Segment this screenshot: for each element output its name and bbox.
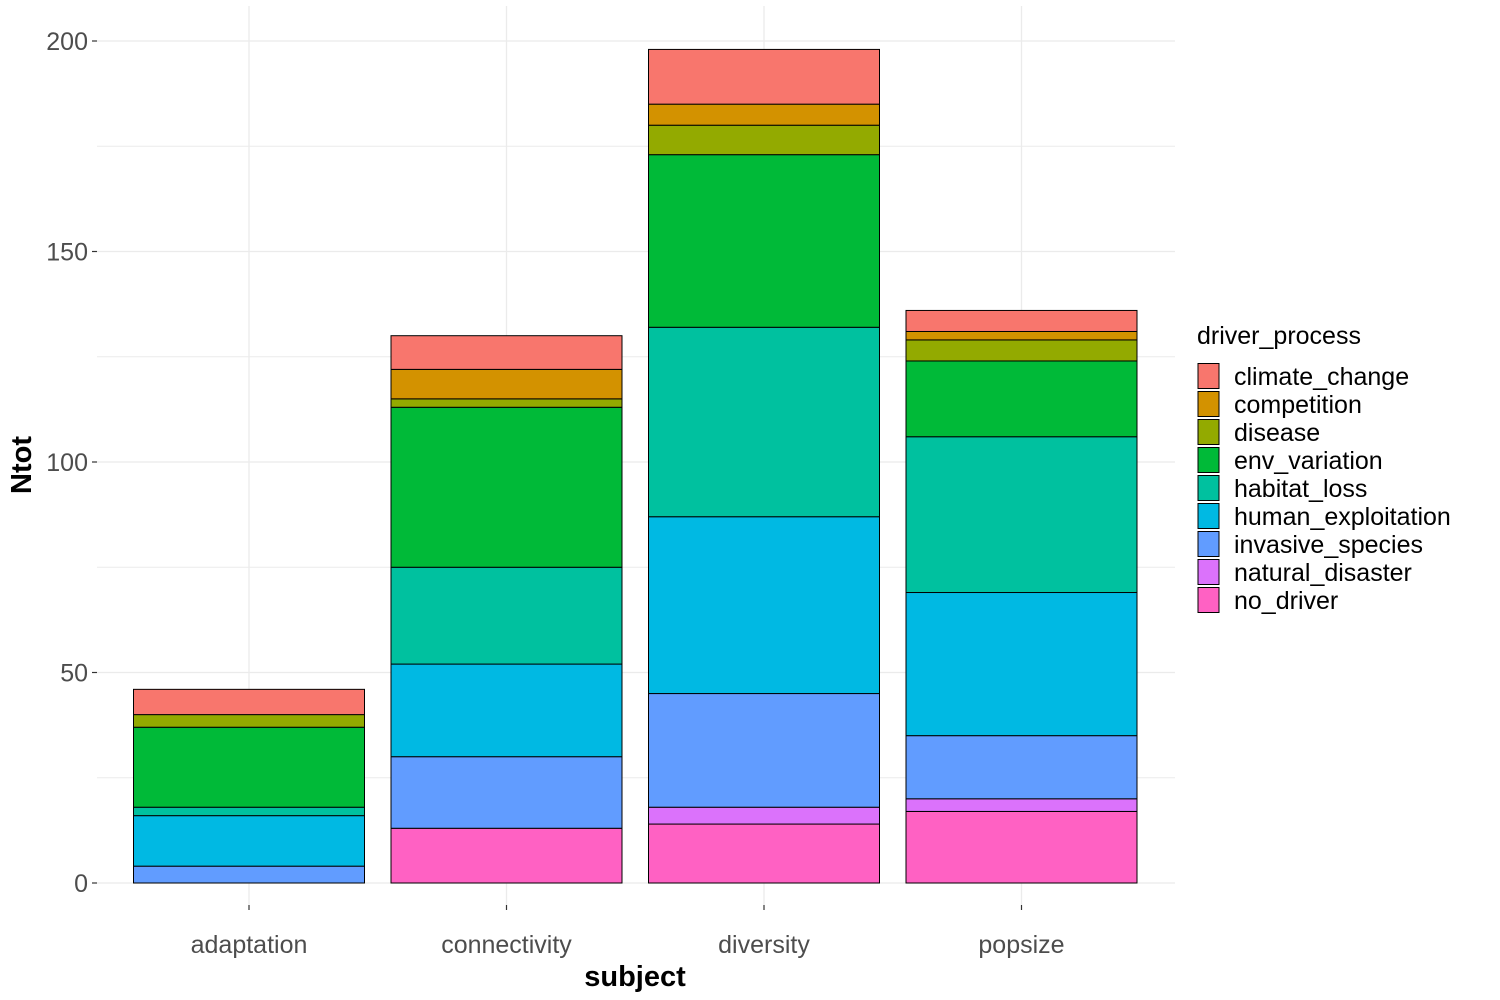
bar-segment-diversity-no_driver — [648, 823, 880, 884]
bar-segment-diversity-competition — [648, 103, 880, 126]
bar-segment-connectivity-no_driver — [390, 827, 623, 884]
y-axis: 0 50 100 150 200 — [46, 28, 97, 898]
bar-segment-popsize-env_variation — [905, 360, 1138, 438]
bar-segment-diversity-disease — [648, 124, 880, 156]
legend-label: natural_disaster — [1234, 559, 1412, 587]
bar-segment-popsize-climate_change — [905, 309, 1138, 332]
legend-label: invasive_species — [1234, 531, 1423, 559]
y-tick-label: 50 — [60, 660, 88, 688]
bar-segment-diversity-env_variation — [648, 154, 880, 328]
y-axis-title: Ntot — [6, 436, 38, 494]
bar-segment-popsize-human_exploitation — [905, 592, 1138, 737]
bar-segment-connectivity-env_variation — [390, 406, 623, 568]
bar-segment-connectivity-disease — [390, 398, 623, 408]
x-tick-label: adaptation — [191, 931, 308, 959]
legend-label: habitat_loss — [1234, 475, 1367, 503]
bar-segment-adaptation-human_exploitation — [133, 815, 365, 867]
bar-segment-popsize-invasive_species — [905, 735, 1138, 800]
legend-swatch-invasive_species — [1197, 531, 1220, 557]
bar-segment-popsize-habitat_loss — [905, 436, 1138, 594]
y-tick-label: 200 — [46, 28, 88, 56]
bar-segment-diversity-habitat_loss — [648, 326, 880, 518]
legend-label: no_driver — [1234, 587, 1338, 615]
bar-segment-diversity-natural_disaster — [648, 806, 880, 825]
bar-segment-adaptation-habitat_loss — [133, 806, 365, 817]
bar-segment-connectivity-habitat_loss — [390, 566, 623, 665]
bar-segment-adaptation-env_variation — [133, 726, 365, 808]
legend-swatch-no_driver — [1197, 587, 1220, 613]
bar-segment-adaptation-invasive_species — [133, 865, 365, 884]
bar-segment-connectivity-competition — [390, 368, 623, 400]
legend-label: climate_change — [1234, 363, 1409, 391]
bar-segment-connectivity-invasive_species — [390, 756, 623, 829]
x-tick-label: diversity — [718, 931, 810, 959]
bar-segment-diversity-climate_change — [648, 48, 880, 105]
legend-label: env_variation — [1234, 447, 1383, 475]
bar-segment-popsize-disease — [905, 339, 1138, 362]
x-tick-label: connectivity — [441, 931, 572, 959]
legend: driver_process climate_changecompetition… — [1197, 322, 1451, 615]
bars — [133, 48, 1138, 884]
x-axis-title: subject — [584, 961, 686, 993]
bar-segment-connectivity-climate_change — [390, 335, 623, 370]
y-tick-label: 0 — [74, 870, 88, 898]
legend-swatch-competition — [1197, 391, 1220, 417]
legend-title: driver_process — [1197, 322, 1361, 350]
x-axis: adaptation connectivity diversity popsize — [191, 905, 1065, 959]
x-tick-label: popsize — [978, 931, 1064, 959]
legend-label: disease — [1234, 419, 1320, 447]
bar-segment-adaptation-climate_change — [133, 688, 365, 716]
legend-swatch-habitat_loss — [1197, 475, 1220, 501]
legend-swatch-human_exploitation — [1197, 503, 1220, 529]
bar-segment-diversity-human_exploitation — [648, 516, 880, 695]
bar-segment-popsize-no_driver — [905, 810, 1138, 884]
legend-swatch-climate_change — [1197, 363, 1220, 389]
legend-label: competition — [1234, 391, 1362, 419]
bar-segment-adaptation-disease — [133, 714, 365, 728]
legend-swatch-disease — [1197, 419, 1220, 445]
bar-segment-connectivity-human_exploitation — [390, 663, 623, 758]
y-tick-label: 100 — [46, 449, 88, 477]
bar-segment-diversity-invasive_species — [648, 693, 880, 808]
legend-label: human_exploitation — [1234, 503, 1451, 531]
bar-segment-popsize-natural_disaster — [905, 798, 1138, 812]
legend-swatch-env_variation — [1197, 447, 1220, 473]
legend-swatch-natural_disaster — [1197, 559, 1220, 585]
bar-segment-popsize-competition — [905, 330, 1138, 341]
y-tick-label: 150 — [46, 239, 88, 267]
